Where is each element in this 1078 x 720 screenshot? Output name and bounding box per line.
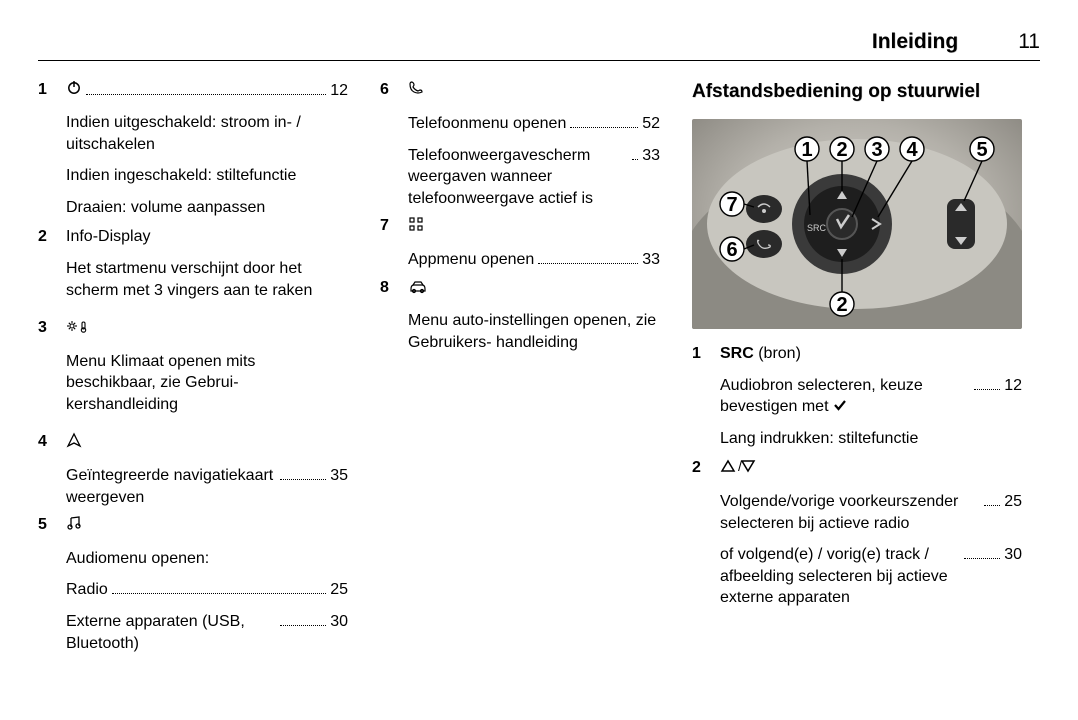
column-2: 6 Telefoonmenu openen 52 Telefoonweergav… [380, 79, 660, 660]
entry-2-p1: Het startmenu verschijnt door het scherm… [66, 258, 348, 301]
entry-number: 6 [380, 79, 408, 101]
steering-wheel-photo: SRC [692, 119, 1022, 329]
music-icon [66, 515, 82, 538]
entry-number: 1 [38, 79, 66, 101]
entry-7-r1: Appmenu openen 33 [408, 249, 660, 271]
power-icon [66, 79, 82, 102]
entry-4-line: Geïntegreerde navigatiekaart weergeven 3… [66, 465, 348, 508]
page-header: Inleiding 11 [38, 28, 1040, 61]
svg-text:3: 3 [871, 139, 882, 161]
column-3: Afstandsbediening op stuurwiel SRC [692, 79, 1022, 660]
entry-5-ext: Externe apparaten (USB, Bluetooth) 30 [66, 611, 348, 654]
section-title: Afstandsbediening op stuurwiel [692, 79, 1022, 105]
entry-1-p2: Indien ingeschakeld: stiltefunctie [66, 165, 348, 187]
climate-icon [66, 318, 90, 341]
entry-number: 2 [692, 457, 720, 479]
page-ref: 33 [642, 145, 660, 167]
entry-1-p1: Indien uitgeschakeld: stroom in- / uitsc… [66, 112, 348, 155]
entry-updown-r1: Volgende/vorige voorkeurszender selecter… [720, 491, 1022, 534]
entry-1-p3: Draaien: volume aanpassen [66, 197, 348, 219]
svg-text:SRC: SRC [807, 223, 827, 233]
entry-number: 5 [38, 514, 66, 536]
page-ref: 35 [330, 465, 348, 487]
entry-8-p1: Menu auto-instellingen openen, zie Gebru… [408, 310, 660, 353]
page-ref: 12 [1004, 375, 1022, 397]
page-ref: 25 [1004, 491, 1022, 513]
svg-text:4: 4 [906, 139, 918, 161]
column-1: 1 12 Indien uitgeschakeld: stroom in- / … [38, 79, 348, 660]
entry-1: 1 12 Indien uitgeschakeld: stroom in- / … [38, 79, 348, 220]
entry-6-r2: Telefoonweergavescherm weergaven wanneer… [408, 145, 660, 210]
entry-number: 2 [38, 226, 66, 248]
entry-updown-r2: of volgend(e) / vorig(e) track / afbeeld… [720, 544, 1022, 609]
entry-3-p1: Menu Klimaat openen mits beschikbaar, zi… [66, 351, 348, 416]
entry-5-p1: Audiomenu openen: [66, 548, 348, 570]
entry-4-lead: Geïntegreerde navigatiekaart weergeven [66, 465, 276, 508]
entry-number: 8 [380, 277, 408, 299]
entry-8: 8 Menu auto-instellingen openen, zie Geb… [380, 277, 660, 364]
entry-number: 3 [38, 317, 66, 339]
svg-text:1: 1 [801, 139, 812, 161]
header-title: Inleiding [872, 28, 958, 56]
entry-5: 5 Audiomenu openen: Radio 25 Externe app… [38, 514, 348, 654]
entry-1-line: 12 [66, 79, 348, 102]
header-page-number: 11 [1018, 28, 1040, 56]
entry-src-r1: Audiobron selecteren, keuze bevestigen m… [720, 375, 1022, 418]
nav-icon [66, 432, 82, 455]
page-ref: 25 [330, 579, 348, 601]
entry-2: 2 Info-Display Het startmenu verschijnt … [38, 226, 348, 311]
svg-text:6: 6 [726, 239, 737, 261]
page-ref: 30 [330, 611, 348, 633]
svg-text:2: 2 [836, 294, 847, 316]
entry-src: 1 SRC (bron) Audiobron selecteren, keuze… [692, 343, 1022, 451]
page-ref: 33 [642, 249, 660, 271]
svg-text:5: 5 [976, 139, 987, 161]
entry-updown: 2 / Volgende/vorige voorkeurszender sele… [692, 457, 1022, 609]
svg-text:7: 7 [726, 194, 737, 216]
entry-3: 3 Menu Klimaat ope [38, 317, 348, 425]
entry-number: 7 [380, 215, 408, 237]
entry-6: 6 Telefoonmenu openen 52 Telefoonweergav… [380, 79, 660, 209]
entry-6-r1: Telefoonmenu openen 52 [408, 113, 660, 135]
entry-src-label: SRC (bron) [720, 343, 1022, 365]
page-ref: 30 [1004, 544, 1022, 566]
entry-number: 4 [38, 431, 66, 453]
up-down-icon: / [720, 458, 756, 481]
entry-4: 4 Geïntegreerde navigatiekaart weergeven… [38, 431, 348, 508]
apps-icon [408, 216, 424, 239]
car-icon [408, 279, 428, 301]
entry-7: 7 Appmenu openen 33 [380, 215, 660, 270]
entry-5-radio: Radio 25 [66, 579, 348, 601]
entry-src-p2: Lang indrukken: stiltefunctie [720, 428, 1022, 450]
entry-2-label: Info-Display [66, 226, 348, 248]
svg-text:2: 2 [836, 139, 847, 161]
columns: 1 12 Indien uitgeschakeld: stroom in- / … [38, 79, 1040, 660]
page-ref: 52 [642, 113, 660, 135]
phone-icon [408, 80, 424, 103]
page-ref: 12 [330, 80, 348, 102]
entry-number: 1 [692, 343, 720, 365]
page: Inleiding 11 1 12 Indien uitgeschakeld: … [0, 0, 1078, 720]
